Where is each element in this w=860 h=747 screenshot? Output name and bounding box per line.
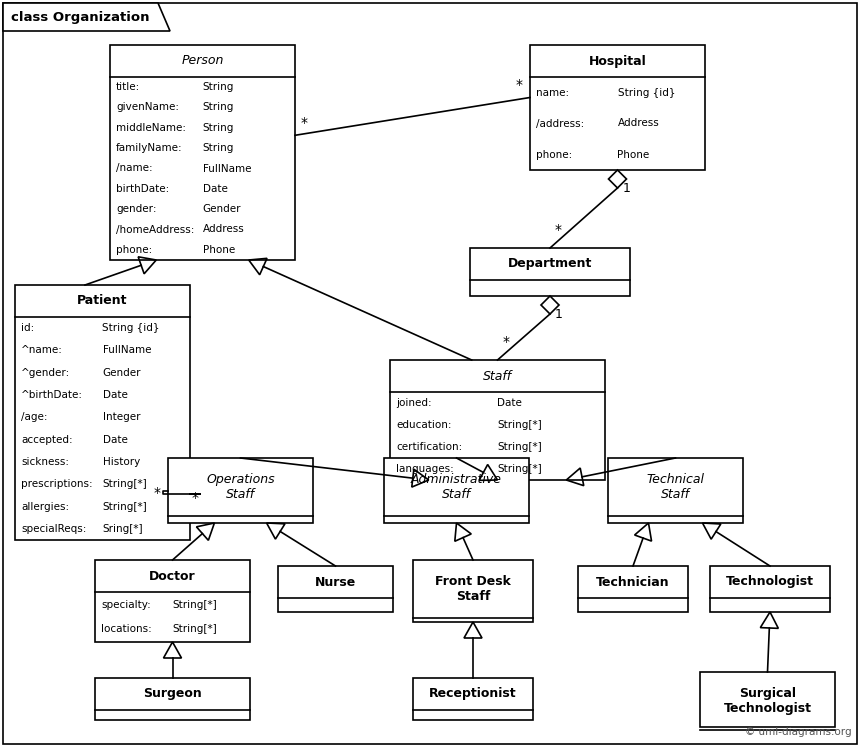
Text: *: * — [516, 78, 523, 93]
Text: History: History — [102, 457, 139, 467]
Text: ^birthDate:: ^birthDate: — [21, 390, 83, 400]
Text: Receptionist: Receptionist — [429, 687, 517, 701]
Text: String[*]: String[*] — [497, 442, 543, 452]
Text: givenName:: givenName: — [116, 102, 179, 113]
Text: Date: Date — [497, 398, 522, 408]
Text: String: String — [202, 143, 234, 153]
Text: name:: name: — [536, 87, 569, 98]
Text: /homeAddress:: /homeAddress: — [116, 225, 194, 235]
Bar — [578, 566, 688, 612]
Text: accepted:: accepted: — [21, 435, 72, 444]
Text: Technologist: Technologist — [726, 575, 814, 589]
Bar — [700, 672, 835, 727]
Text: String[*]: String[*] — [497, 420, 543, 430]
Bar — [390, 360, 605, 480]
Text: Surgical
Technologist: Surgical Technologist — [723, 687, 812, 715]
Bar — [710, 566, 830, 612]
Text: Technician: Technician — [596, 575, 670, 589]
Text: *: * — [192, 491, 199, 505]
Bar — [384, 458, 529, 523]
Text: Surgeon: Surgeon — [143, 687, 202, 701]
Text: String[*]: String[*] — [173, 624, 218, 634]
Text: FullName: FullName — [102, 345, 151, 356]
Text: 1: 1 — [555, 308, 563, 321]
Text: Person: Person — [181, 55, 224, 67]
Text: birthDate:: birthDate: — [116, 184, 169, 193]
Bar — [110, 45, 295, 260]
Text: String: String — [202, 102, 234, 113]
Text: gender:: gender: — [116, 204, 157, 214]
Text: certification:: certification: — [396, 442, 463, 452]
Bar — [95, 678, 250, 720]
Text: String[*]: String[*] — [497, 464, 543, 474]
Bar — [608, 458, 743, 523]
Text: languages:: languages: — [396, 464, 454, 474]
Text: Gender: Gender — [202, 204, 241, 214]
Text: title:: title: — [116, 82, 140, 92]
Text: ^gender:: ^gender: — [21, 368, 71, 378]
Bar — [95, 560, 250, 642]
Text: String[*]: String[*] — [102, 501, 147, 512]
Text: 1: 1 — [623, 182, 630, 195]
Text: id:: id: — [21, 323, 34, 333]
Polygon shape — [3, 3, 170, 31]
Text: Hospital: Hospital — [588, 55, 647, 67]
Bar — [278, 566, 393, 612]
Text: ^name:: ^name: — [21, 345, 63, 356]
Text: Administrative
Staff: Administrative Staff — [411, 473, 502, 501]
Text: Front Desk
Staff: Front Desk Staff — [435, 575, 511, 603]
Text: allergies:: allergies: — [21, 501, 69, 512]
Text: Technical
Staff: Technical Staff — [647, 473, 704, 501]
Text: prescriptions:: prescriptions: — [21, 480, 93, 489]
Bar — [413, 678, 533, 720]
Text: Sring[*]: Sring[*] — [102, 524, 143, 534]
Bar — [530, 45, 705, 170]
Text: sickness:: sickness: — [21, 457, 69, 467]
Text: familyName:: familyName: — [116, 143, 182, 153]
Text: Staff: Staff — [483, 370, 512, 382]
Text: String: String — [202, 123, 234, 133]
Text: String: String — [202, 82, 234, 92]
Text: specialReqs:: specialReqs: — [21, 524, 86, 534]
Text: Date: Date — [102, 390, 127, 400]
Text: FullName: FullName — [202, 164, 251, 173]
Text: phone:: phone: — [116, 245, 152, 255]
Text: Phone: Phone — [617, 149, 650, 160]
Text: /name:: /name: — [116, 164, 152, 173]
Text: joined:: joined: — [396, 398, 432, 408]
Bar — [15, 285, 190, 540]
Text: Address: Address — [617, 119, 660, 128]
Text: String[*]: String[*] — [173, 600, 218, 610]
Text: String[*]: String[*] — [102, 480, 147, 489]
Text: *: * — [301, 117, 308, 130]
Text: Department: Department — [507, 258, 593, 270]
Text: String {id}: String {id} — [617, 87, 675, 98]
Text: Phone: Phone — [202, 245, 235, 255]
Text: *: * — [154, 486, 161, 500]
Text: Patient: Patient — [77, 294, 128, 308]
Text: *: * — [555, 223, 562, 237]
Text: /address:: /address: — [536, 119, 584, 128]
Bar — [413, 560, 533, 622]
Text: education:: education: — [396, 420, 452, 430]
Text: phone:: phone: — [536, 149, 572, 160]
Text: Date: Date — [102, 435, 127, 444]
Text: class Organization: class Organization — [11, 10, 150, 23]
Text: Date: Date — [202, 184, 227, 193]
Text: Operations
Staff: Operations Staff — [206, 473, 275, 501]
Text: © uml-diagrams.org: © uml-diagrams.org — [746, 727, 852, 737]
Text: Doctor: Doctor — [149, 569, 196, 583]
Text: *: * — [502, 335, 509, 349]
Text: /age:: /age: — [21, 412, 47, 422]
Text: Integer: Integer — [102, 412, 140, 422]
Text: Nurse: Nurse — [315, 575, 356, 589]
Text: middleName:: middleName: — [116, 123, 186, 133]
Text: Address: Address — [202, 225, 244, 235]
Text: Gender: Gender — [102, 368, 141, 378]
Text: String {id}: String {id} — [102, 323, 160, 333]
Text: locations:: locations: — [101, 624, 151, 634]
Bar — [470, 248, 630, 296]
Bar — [168, 458, 313, 523]
Text: specialty:: specialty: — [101, 600, 150, 610]
